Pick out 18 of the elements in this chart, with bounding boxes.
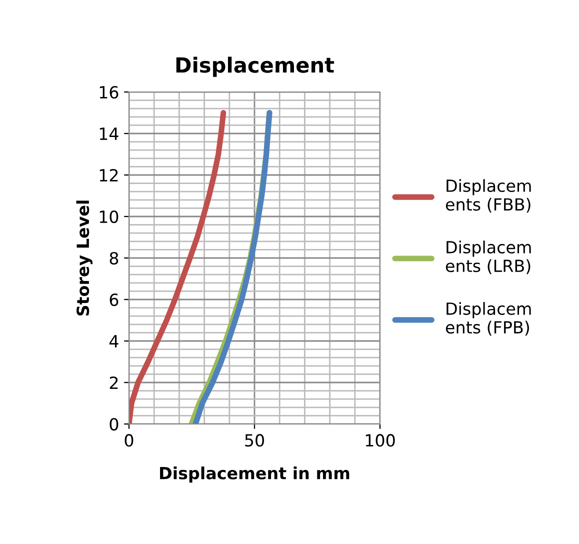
y-tick-label: 4: [109, 335, 118, 348]
y-tick-label: 8: [110, 252, 118, 265]
legend-label: Displacements (FBB): [446, 179, 531, 213]
y-tick-label: 16: [100, 86, 118, 99]
y-tick-label: 14: [100, 128, 118, 140]
legend-label: Displacements (LRB): [446, 240, 531, 274]
x-tick-label: 0: [124, 434, 134, 447]
y-tick-label: 2: [110, 376, 118, 389]
y-tick-label: 12: [100, 168, 118, 182]
y-tick-label: 6: [110, 293, 118, 306]
chart-title: Displacement: [176, 56, 334, 77]
y-tick-label: 10: [100, 210, 118, 224]
x-axis-title: Displacement in mm: [160, 466, 350, 483]
y-tick-label: 0: [110, 418, 118, 431]
x-tick-label: 100: [366, 434, 395, 447]
x-tick-label: 50: [245, 434, 264, 447]
y-axis-title: Storey Level: [76, 200, 93, 316]
legend-label: Displacements (FPB): [446, 302, 531, 336]
